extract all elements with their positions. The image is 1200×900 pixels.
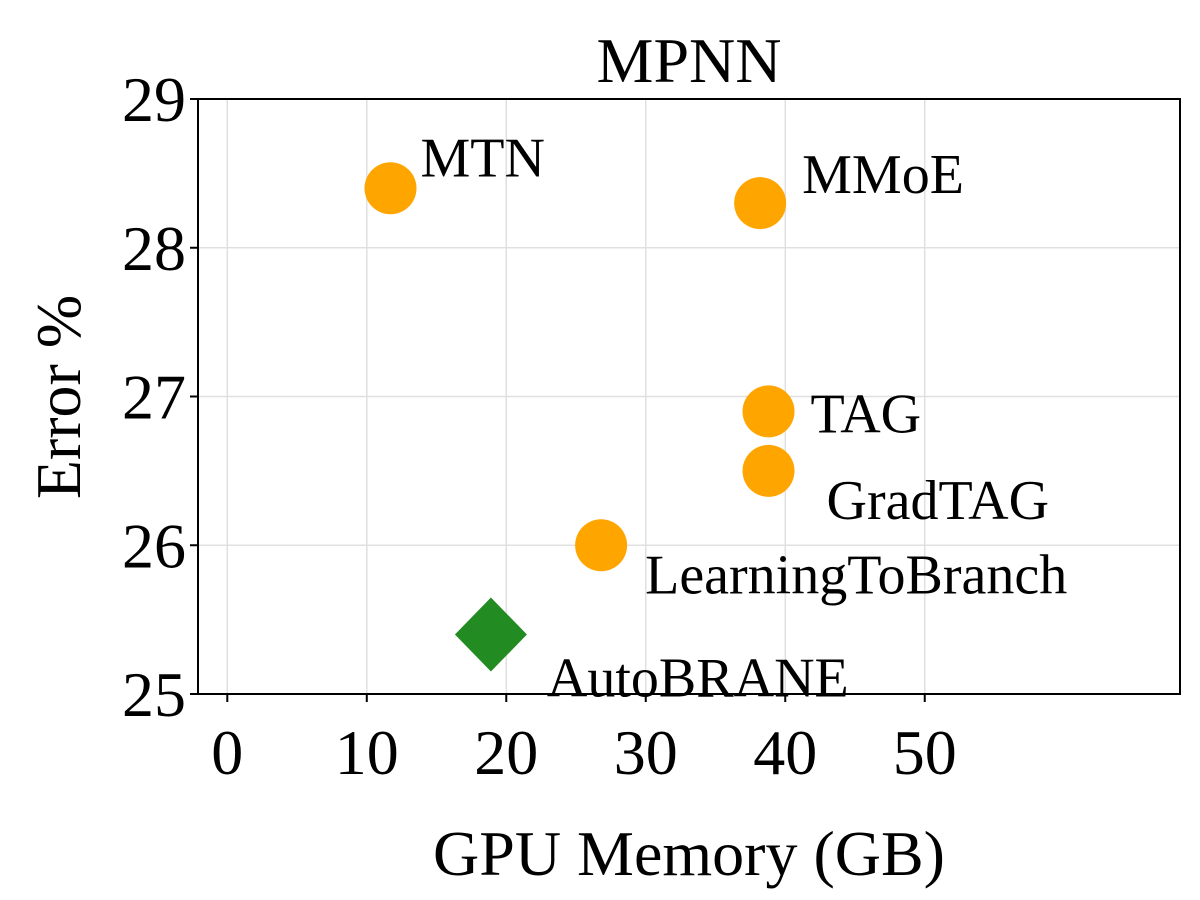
x-tick-label: 30 [614,717,678,788]
point-marker [742,444,795,497]
y-axis-label: Error % [23,295,94,499]
point-label: MTN [420,127,544,189]
x-tick-label: 50 [893,717,957,788]
y-tick-label: 29 [122,64,186,135]
y-tick-label: 25 [122,659,186,730]
point-marker [454,597,527,672]
point-marker [734,177,787,230]
x-tick-label: 10 [335,717,399,788]
chart-title: MPNN [597,25,782,96]
point-marker [742,385,795,438]
plot-frame [197,98,1181,695]
point-marker [364,162,417,215]
x-axis-label: GPU Memory (GB) [433,818,945,889]
y-tick-label: 27 [122,362,186,433]
x-tick-label: 40 [753,717,817,788]
point-label: GradTAG [827,470,1050,532]
point-marker [575,519,628,572]
point-label: LearningToBranch [645,544,1067,606]
point-label: MMoE [802,144,964,206]
x-tick-label: 20 [474,717,538,788]
point-label: TAG [811,383,922,445]
y-tick-label: 26 [122,510,186,581]
y-tick-label: 28 [122,213,186,284]
x-tick-label: 0 [211,717,243,788]
point-label: AutoBRANE [547,648,849,710]
